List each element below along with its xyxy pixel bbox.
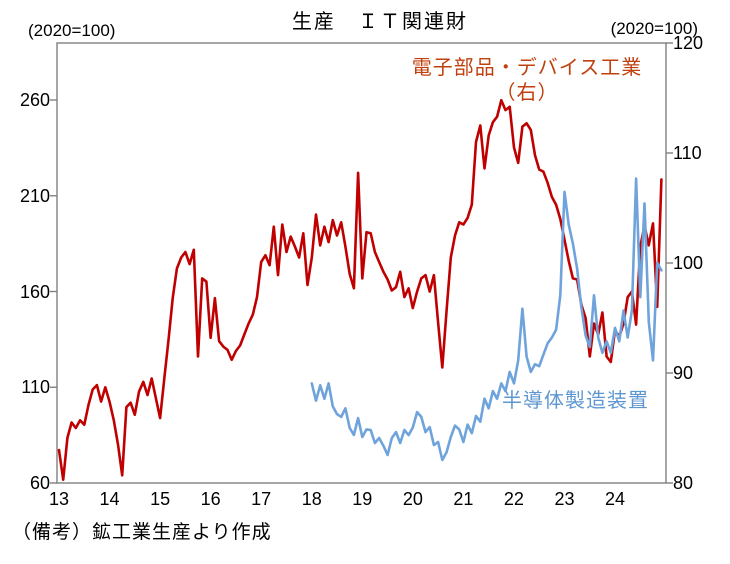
- left-axis-tick-label: 60: [29, 473, 50, 493]
- right-axis-tick-label: 120: [673, 33, 704, 53]
- blue-series-label: 半導体製造装置: [502, 390, 649, 412]
- right-axis-tick-label: 100: [673, 253, 704, 273]
- left-axis-tick-label: 260: [19, 90, 50, 110]
- chart-title: 生産 ＩＴ関連財: [292, 11, 468, 33]
- left-axis-tick-label: 160: [19, 281, 50, 302]
- red-series-line: [57, 98, 663, 482]
- x-axis-tick-label: 14: [99, 489, 120, 509]
- red-series-annotation: 電子部品・デバイス工業 （右）: [387, 56, 667, 106]
- left-axis-tick-label: 110: [21, 377, 50, 398]
- right-axis-tick-label: 90: [673, 363, 694, 383]
- right-axis-tick-label: 110: [673, 143, 702, 163]
- left-axis-tick-label: 210: [19, 185, 50, 206]
- x-axis-tick-label: 21: [453, 489, 474, 509]
- x-axis-tick-label: 18: [301, 489, 322, 509]
- left-axis-unit-label: (2020=100): [28, 21, 116, 40]
- x-axis-tick-label: 16: [200, 489, 221, 509]
- x-axis-tick-label: 22: [503, 489, 524, 509]
- right-axis-tick-label: 80: [673, 473, 694, 493]
- red-series-label: 電子部品・デバイス工業: [411, 57, 643, 79]
- x-axis-tick-label: 15: [150, 489, 171, 509]
- x-axis-tick-label: 24: [605, 489, 626, 509]
- footer-note: （備考）鉱工業生産より作成: [12, 522, 272, 543]
- x-axis-tick-label: 17: [251, 489, 272, 509]
- blue-series-line: [310, 177, 663, 462]
- x-axis-tick-label: 20: [402, 489, 423, 509]
- x-axis-tick-label: 23: [554, 489, 575, 509]
- red-series-right-axis-indicator: （右）: [495, 82, 559, 104]
- x-axis-tick-label: 19: [352, 489, 373, 509]
- x-axis-tick-label: 13: [48, 489, 70, 509]
- right-axis-unit-label: (2020=100): [610, 19, 698, 38]
